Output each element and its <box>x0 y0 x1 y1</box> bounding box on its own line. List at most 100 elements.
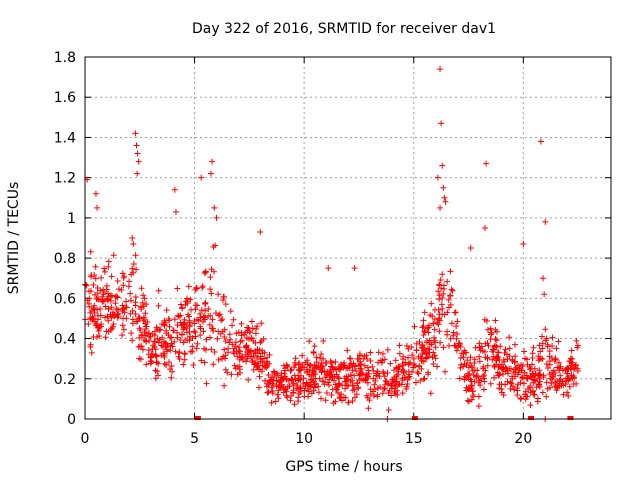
data-point <box>109 292 116 299</box>
data-point <box>219 316 226 323</box>
y-tick-label: 1.6 <box>54 90 76 106</box>
data-point <box>361 362 368 369</box>
data-point <box>105 305 112 312</box>
data-point <box>254 363 261 370</box>
data-point <box>435 288 442 295</box>
data-point <box>495 372 502 379</box>
data-point <box>231 345 238 352</box>
chart-title: Day 322 of 2016, SRMTID for receiver dav… <box>192 21 496 37</box>
data-point <box>410 360 417 367</box>
zero-marker <box>411 416 418 420</box>
data-point <box>315 389 322 396</box>
data-point <box>363 352 370 359</box>
data-point <box>375 349 382 356</box>
data-point <box>254 346 261 353</box>
data-point <box>180 339 187 346</box>
zero-marker <box>194 416 201 420</box>
data-point <box>541 291 548 298</box>
data-point <box>181 316 188 323</box>
data-point <box>357 358 364 365</box>
data-point <box>181 350 188 357</box>
data-point <box>98 321 105 328</box>
data-point <box>151 332 158 339</box>
data-point <box>536 372 543 379</box>
data-point <box>225 345 232 352</box>
data-point <box>175 353 182 360</box>
data-point <box>243 343 250 350</box>
data-point <box>236 344 243 351</box>
data-point <box>400 353 407 360</box>
data-point <box>567 358 574 365</box>
data-point <box>316 375 323 382</box>
x-tick-label: 20 <box>514 431 532 447</box>
data-point <box>444 278 451 285</box>
data-point <box>491 362 498 369</box>
data-point <box>327 372 334 379</box>
data-point <box>200 318 207 325</box>
data-point <box>107 327 114 334</box>
data-point <box>342 385 349 392</box>
data-point <box>427 390 434 397</box>
data-point <box>573 361 580 368</box>
zero-marker <box>567 416 574 420</box>
data-point <box>297 367 304 374</box>
data-point <box>129 265 136 272</box>
data-point <box>198 357 205 364</box>
data-point <box>168 363 175 370</box>
data-point <box>475 373 482 380</box>
data-point <box>441 311 448 318</box>
data-point <box>183 329 190 336</box>
data-point <box>483 160 490 167</box>
data-point <box>466 398 473 405</box>
data-point <box>447 293 454 300</box>
data-point <box>453 323 460 330</box>
data-point <box>112 300 119 307</box>
data-point <box>381 373 388 380</box>
data-point <box>94 290 101 297</box>
data-point <box>485 342 492 349</box>
data-point <box>179 331 186 338</box>
data-point <box>288 366 295 373</box>
data-point <box>451 342 458 349</box>
data-point <box>544 341 551 348</box>
data-point <box>313 354 320 361</box>
data-point <box>374 368 381 375</box>
data-point <box>567 376 574 383</box>
data-point <box>193 285 200 292</box>
data-point <box>467 245 474 252</box>
data-point <box>290 380 297 387</box>
data-point <box>94 295 101 302</box>
data-point <box>324 368 331 375</box>
data-point <box>431 334 438 341</box>
data-point <box>206 334 213 341</box>
data-point <box>423 350 430 357</box>
data-point <box>178 322 185 329</box>
data-point <box>257 353 264 360</box>
data-point <box>420 323 427 330</box>
data-point <box>208 346 215 353</box>
data-point <box>320 378 327 385</box>
data-point <box>323 360 330 367</box>
data-point <box>133 142 140 149</box>
data-point <box>118 286 125 293</box>
data-point <box>114 277 121 284</box>
data-point <box>477 375 484 382</box>
data-point <box>120 326 127 333</box>
x-axis-label: GPS time / hours <box>285 459 402 475</box>
data-point <box>320 363 327 370</box>
data-point <box>158 342 165 349</box>
data-point <box>524 356 531 363</box>
data-point <box>518 361 525 368</box>
data-point <box>371 381 378 388</box>
data-point <box>93 322 100 329</box>
data-point <box>384 346 391 353</box>
data-point <box>520 241 527 248</box>
data-point <box>438 301 445 308</box>
data-point <box>94 333 101 340</box>
data-point <box>467 359 474 366</box>
data-point <box>287 367 294 374</box>
data-point <box>202 300 209 307</box>
data-point <box>258 320 265 327</box>
data-point <box>324 379 331 386</box>
data-point <box>559 378 566 385</box>
